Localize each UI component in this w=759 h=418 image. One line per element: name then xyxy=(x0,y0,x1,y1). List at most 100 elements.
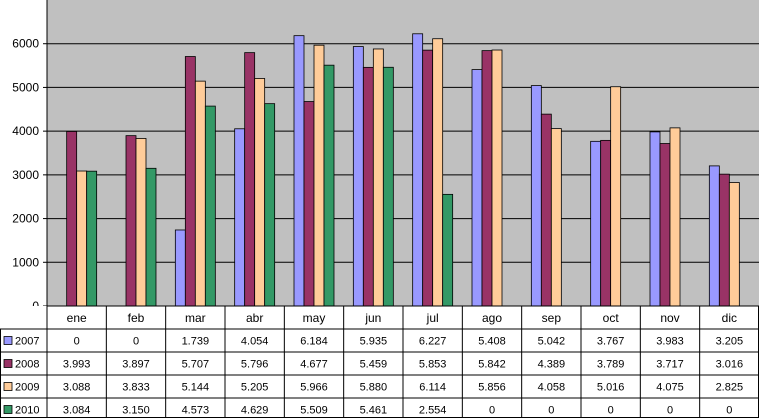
bar-2009-ene xyxy=(76,170,88,307)
bar-2010-ene xyxy=(86,170,98,307)
bar-2008-jun xyxy=(362,66,374,307)
bar-2008-abr xyxy=(244,52,256,307)
bar-2009-mar xyxy=(194,80,206,307)
bar-2008-oct xyxy=(600,139,612,307)
data-label: 5.205 xyxy=(241,382,269,394)
data-label: 3.084 xyxy=(63,405,91,417)
y-tick-label: 2000 xyxy=(12,212,39,226)
data-label: 3.897 xyxy=(122,359,150,371)
data-label: 6.227 xyxy=(419,336,447,348)
y-tick-label: 5000 xyxy=(12,80,39,94)
data-label: 5.707 xyxy=(182,359,210,371)
data-label: 3.088 xyxy=(63,382,91,394)
bar-2010-feb xyxy=(145,167,157,307)
data-label: 5.796 xyxy=(241,359,269,371)
legend-key-2007 xyxy=(3,336,13,345)
bar-2010-mar xyxy=(204,105,216,307)
bar-2009-jun xyxy=(372,48,384,307)
bar-2009-feb xyxy=(135,138,147,307)
data-label: 3.016 xyxy=(716,359,744,371)
bar-2007-nov xyxy=(649,131,661,307)
x-tick-label: ago xyxy=(482,311,502,325)
x-tick-label: feb xyxy=(128,311,145,325)
data-label: 5.856 xyxy=(478,382,506,394)
x-tick-label: dic xyxy=(722,311,737,325)
x-tick-label: may xyxy=(303,311,326,325)
data-label: 4.573 xyxy=(182,405,210,417)
data-label: 3.205 xyxy=(716,336,744,348)
x-tick-label: jun xyxy=(364,311,381,325)
bar-2008-sep xyxy=(540,113,552,307)
data-label: 2.554 xyxy=(419,405,447,417)
data-label: 3.993 xyxy=(63,359,91,371)
data-label: 3.983 xyxy=(656,336,684,348)
bar-2009-oct xyxy=(610,86,622,307)
x-tick-label: abr xyxy=(246,311,263,325)
bar-2007-jun xyxy=(352,46,364,307)
data-label: 5.880 xyxy=(360,382,388,394)
data-label: 0 xyxy=(74,336,80,348)
bar-2009-dic xyxy=(728,182,740,307)
data-label: 3.717 xyxy=(656,359,684,371)
bar-2007-sep xyxy=(530,85,542,307)
bar-2009-ago xyxy=(491,49,503,307)
legend-key-2010 xyxy=(3,405,13,414)
bar-2007-may xyxy=(293,35,305,307)
data-label: 3.150 xyxy=(122,405,150,417)
x-tick-label: jul xyxy=(426,311,439,325)
y-tick-label: 6000 xyxy=(12,37,39,51)
bar-2008-mar xyxy=(184,56,196,307)
legend-label: 2010 xyxy=(15,405,39,417)
data-label: 4.389 xyxy=(538,359,566,371)
data-label: 5.853 xyxy=(419,359,447,371)
bar-2007-ago xyxy=(471,69,483,307)
data-label: 4.677 xyxy=(300,359,328,371)
plot-area xyxy=(47,0,759,306)
data-label: 2.825 xyxy=(716,382,744,394)
bar-2007-abr xyxy=(234,128,246,307)
bar-2007-jul xyxy=(412,33,424,307)
bar-2007-mar xyxy=(174,229,186,307)
legend-key-2009 xyxy=(3,382,13,391)
bar-2009-sep xyxy=(550,128,562,307)
x-tick-label: ene xyxy=(67,311,87,325)
data-label: 4.054 xyxy=(241,336,269,348)
x-tick-label: nov xyxy=(660,311,679,325)
bar-2010-jun xyxy=(382,66,394,307)
data-label: 0 xyxy=(489,405,495,417)
x-tick-label: sep xyxy=(542,311,562,325)
legend-label: 2007 xyxy=(15,336,39,348)
data-label: 4.075 xyxy=(656,382,684,394)
data-label: 0 xyxy=(667,405,673,417)
y-tick-label: 4000 xyxy=(12,124,39,138)
data-label: 1.739 xyxy=(182,336,210,348)
data-label: 6.114 xyxy=(419,382,446,394)
bar-2007-oct xyxy=(590,140,602,307)
data-label: 4.058 xyxy=(538,382,566,394)
bar-2010-may xyxy=(323,64,335,307)
data-label: 0 xyxy=(548,405,554,417)
bar-2008-ago xyxy=(481,50,493,307)
data-table xyxy=(0,306,759,418)
data-label: 5.016 xyxy=(597,382,625,394)
x-tick-label: oct xyxy=(603,311,620,325)
data-label: 5.509 xyxy=(300,405,328,417)
legend-label: 2008 xyxy=(15,359,39,371)
data-label: 6.184 xyxy=(300,336,328,348)
data-label: 4.629 xyxy=(241,405,269,417)
data-label: 3.767 xyxy=(597,336,625,348)
data-label: 5.935 xyxy=(360,336,388,348)
data-label: 0 xyxy=(726,405,732,417)
bar-2008-feb xyxy=(125,135,137,307)
bar-2009-nov xyxy=(669,127,681,307)
y-tick-label: 3000 xyxy=(12,168,39,182)
y-tick-label: 1000 xyxy=(12,255,39,269)
bar-2010-abr xyxy=(264,103,276,307)
bar-2009-may xyxy=(313,44,325,307)
data-label: 3.833 xyxy=(122,382,150,394)
data-label: 5.144 xyxy=(182,382,210,394)
bar-2009-abr xyxy=(254,78,266,307)
bar-2007-dic xyxy=(708,165,720,307)
bar-2008-may xyxy=(303,101,315,307)
